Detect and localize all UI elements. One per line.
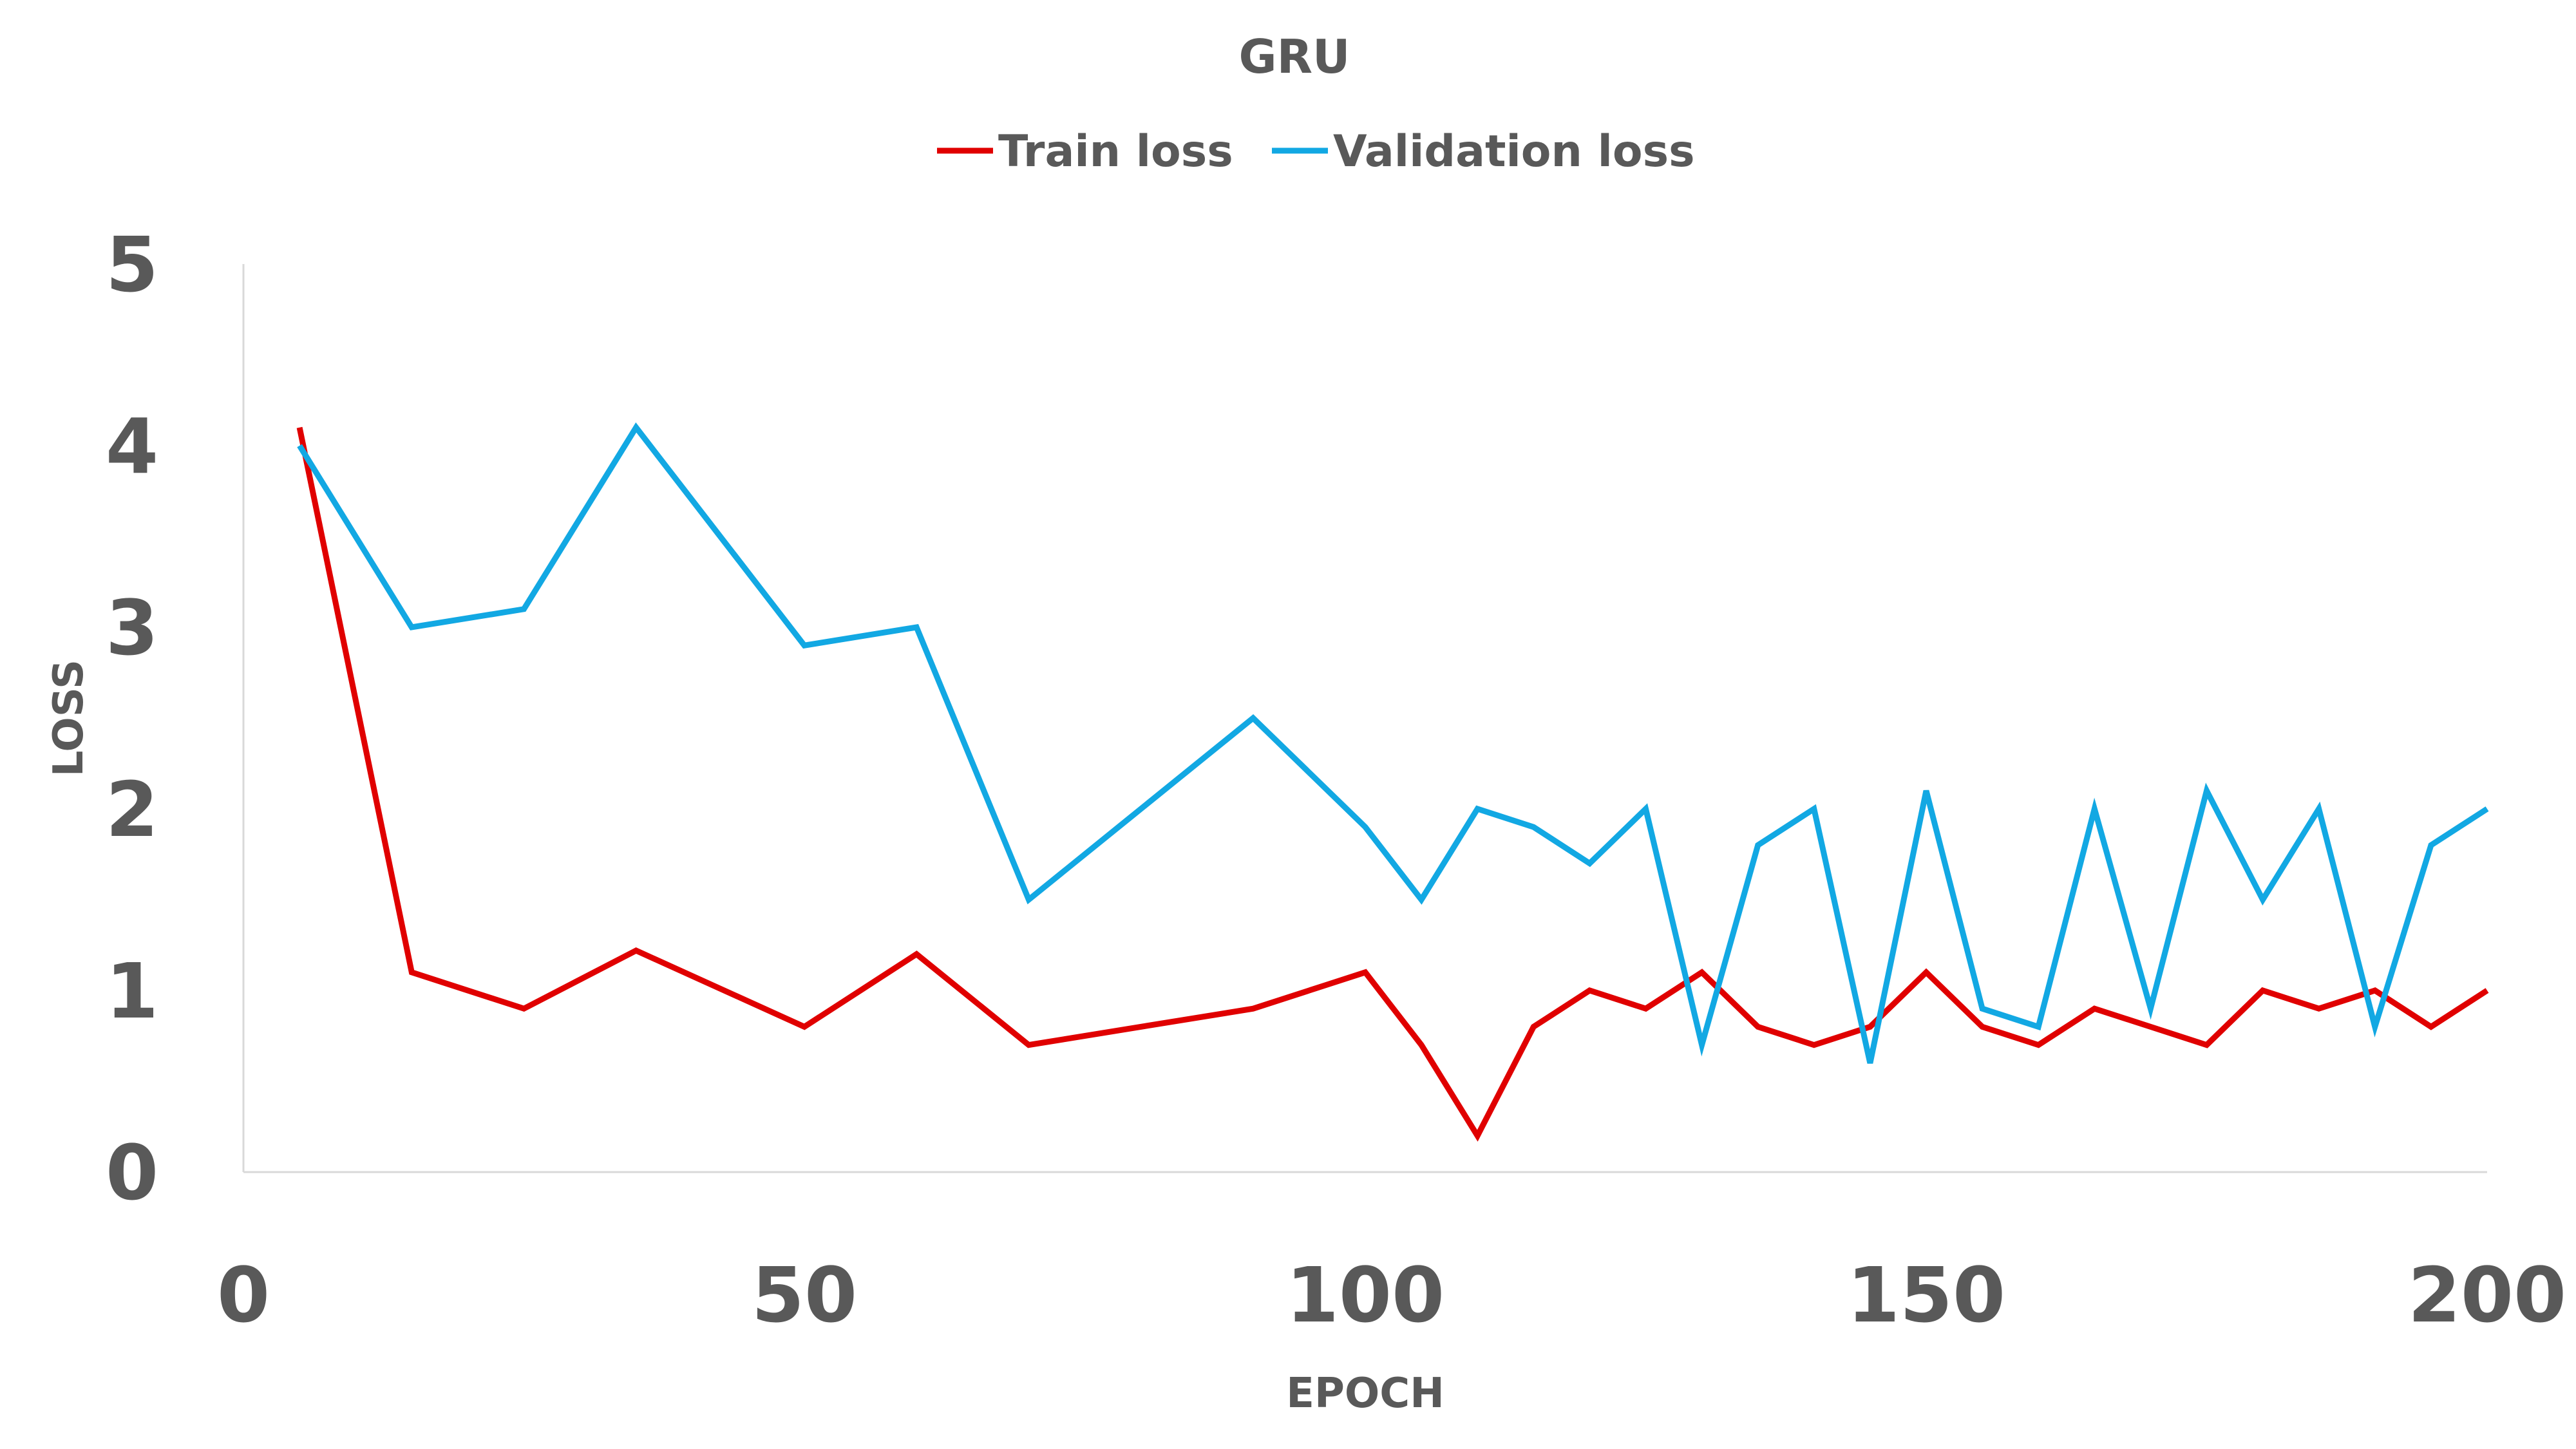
chart-title: GRU [1238,30,1350,84]
x-tick-label: 150 [1847,1251,2005,1340]
legend-label: Validation loss [1333,126,1695,177]
legend-label: Train loss [998,126,1233,177]
y-tick-label: 3 [106,583,158,672]
y-tick-label: 2 [106,765,158,854]
x-tick-label: 100 [1286,1251,1444,1340]
series-line-validation-loss [297,422,2489,1064]
x-tick-label: 50 [752,1251,857,1340]
series-layer [296,422,2489,1142]
y-axis-label: LOSS [45,659,93,777]
series-line-train-loss [296,426,2489,1142]
x-tick-label: 0 [217,1251,270,1340]
y-tick-label: 5 [106,220,158,309]
legend: Train loss Validation loss [937,126,1695,177]
y-tick-label: 1 [106,947,158,1036]
x-tick-label: 200 [2408,1251,2566,1340]
y-tick-label: 0 [106,1128,158,1217]
y-tick-label: 4 [106,402,158,491]
x-axis-label: EPOCH [1286,1370,1444,1417]
